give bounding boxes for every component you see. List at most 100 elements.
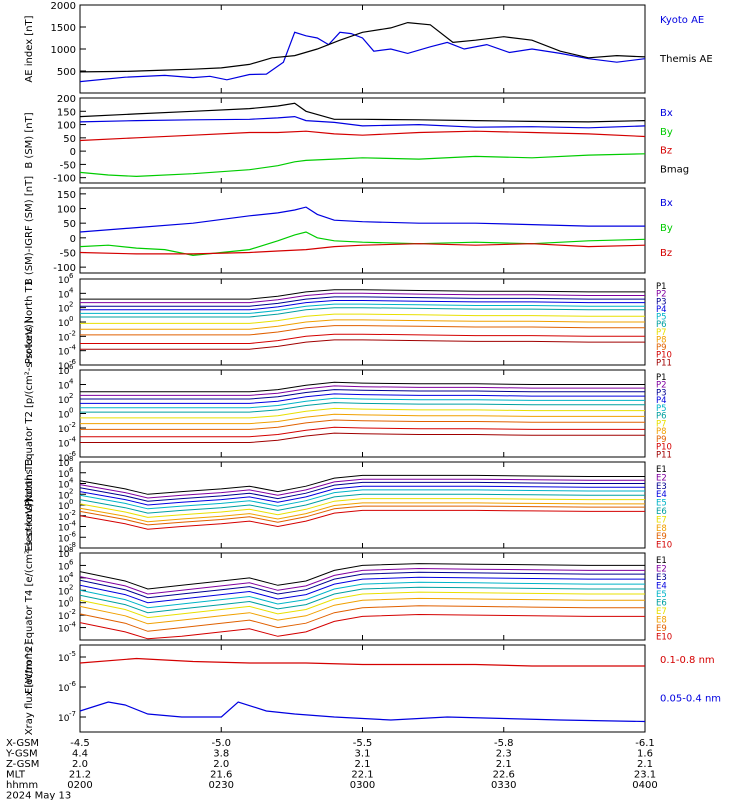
y-tick-label: -100 bbox=[53, 263, 76, 274]
legend-entry: P11 bbox=[656, 450, 672, 460]
legend-entry: E8 bbox=[656, 616, 667, 626]
y-tick-label: 1000 bbox=[51, 45, 76, 56]
y-tick-exponent: -6 bbox=[69, 450, 77, 458]
y-tick-label: 0 bbox=[70, 147, 76, 158]
x-row-value: 3.8 bbox=[213, 749, 229, 760]
x-row-value: 2.3 bbox=[496, 749, 512, 760]
x-row-label: hhmm bbox=[6, 780, 38, 791]
y-tick-exponent: -2 bbox=[69, 608, 76, 616]
legend-entry: E1 bbox=[656, 556, 667, 566]
y-tick-label: 10 bbox=[58, 654, 70, 664]
legend-entry: Kyoto AE bbox=[660, 15, 704, 26]
legend-entry: E7 bbox=[656, 515, 667, 525]
y-tick-label: 10 bbox=[58, 684, 70, 694]
x-row-label: MLT bbox=[6, 770, 26, 781]
x-row-value: 3.1 bbox=[355, 749, 371, 760]
y-tick-exponent: 0 bbox=[69, 596, 73, 604]
x-row-label: Z-GSM bbox=[6, 759, 39, 770]
channel-line-p5 bbox=[80, 397, 645, 409]
y-tick-label: 10 bbox=[58, 625, 70, 635]
y-tick-label: 10 bbox=[58, 396, 70, 406]
x-row-value: 1.6 bbox=[637, 749, 653, 760]
x-row-value: 22.6 bbox=[493, 770, 515, 781]
y-tick-label: 10 bbox=[58, 714, 70, 724]
y-axis-label: B (SM)-IGRF (SM) [nT] bbox=[24, 176, 35, 285]
channel-line-p2 bbox=[80, 292, 645, 304]
legend-entry: Themis AE bbox=[659, 54, 713, 65]
y-tick-exponent: -7 bbox=[69, 710, 76, 718]
x-row-value: 23.1 bbox=[634, 770, 656, 781]
channel-line-p4 bbox=[80, 393, 645, 404]
legend-entry: Bz bbox=[660, 146, 672, 157]
y-tick-label: 10 bbox=[58, 470, 70, 480]
channel-line-p9 bbox=[80, 325, 645, 336]
panel-bsm: -100 -50 0 50 100 150 200 B (SM) [nT] Bx By Bz Bmag bbox=[24, 94, 689, 185]
legend-entry: 0.05-0.4 nm bbox=[660, 694, 721, 705]
y-axis-label: Protons North T1 bbox=[24, 280, 35, 364]
y-tick-label: 10 bbox=[58, 290, 70, 300]
channel-line-e7 bbox=[79, 498, 645, 518]
y-tick-label: 50 bbox=[63, 134, 76, 145]
x-row-value: 0200 bbox=[67, 780, 92, 791]
y-tick-exponent: 4 bbox=[69, 571, 74, 579]
legend-entry: E5 bbox=[656, 590, 667, 600]
y-tick-exponent: -4 bbox=[69, 344, 77, 352]
y-tick-label: 10 bbox=[58, 454, 70, 464]
y-tick-exponent: 0 bbox=[69, 315, 73, 323]
legend-entry: E5 bbox=[656, 499, 667, 509]
y-tick-exponent: -2 bbox=[69, 421, 76, 429]
channel-line-e9 bbox=[79, 505, 645, 526]
legend-entry: E1 bbox=[656, 465, 667, 475]
legend-entry: P7 bbox=[656, 328, 667, 338]
x-row-value: 4.4 bbox=[72, 749, 88, 760]
legend-entry: E2 bbox=[656, 565, 667, 575]
y-tick-label: 0 bbox=[70, 234, 76, 245]
x-row-value: -4.5 bbox=[70, 738, 90, 749]
x-row-value: 21.2 bbox=[69, 770, 91, 781]
channel-line-p8 bbox=[80, 413, 645, 425]
legend-entry: P6 bbox=[656, 320, 667, 330]
y-tick-label: 10 bbox=[58, 319, 70, 329]
y-tick-label: 100 bbox=[57, 205, 76, 216]
legend-entry: P3 bbox=[656, 388, 667, 398]
legend-entry: E3 bbox=[656, 573, 667, 583]
y-tick-exponent: 6 bbox=[69, 466, 74, 474]
channel-line-p6 bbox=[80, 307, 645, 318]
y-tick-label: 10 bbox=[58, 600, 70, 610]
y-tick-label: -50 bbox=[60, 160, 76, 171]
y-tick-exponent: -4 bbox=[69, 436, 77, 444]
channel-line-p9 bbox=[80, 419, 645, 430]
series-line-bx bbox=[79, 206, 645, 233]
y-tick-exponent: 6 bbox=[69, 363, 74, 371]
series-line-kyoto-ae bbox=[79, 31, 646, 83]
legend-entry: P3 bbox=[656, 297, 667, 307]
x-row-value: 2.1 bbox=[355, 759, 371, 770]
channel-line-p5 bbox=[80, 303, 645, 314]
channel-line-e3 bbox=[79, 571, 645, 599]
y-tick-label: 10 bbox=[58, 411, 70, 421]
y-tick-exponent: 0 bbox=[69, 407, 73, 415]
y-tick-exponent: 2 bbox=[69, 583, 73, 591]
panel-frame bbox=[79, 97, 646, 184]
y-tick-label: 10 bbox=[58, 481, 70, 491]
y-tick-exponent: 2 bbox=[69, 487, 73, 495]
series-line-0-1-0-8-nm bbox=[79, 657, 645, 667]
legend-entry: E8 bbox=[656, 524, 667, 534]
legend-entry: P9 bbox=[656, 343, 667, 353]
y-tick-label: 10 bbox=[58, 367, 70, 377]
channel-line-e5 bbox=[79, 581, 645, 609]
y-tick-exponent: -6 bbox=[69, 530, 77, 538]
y-tick-label: 10 bbox=[58, 348, 70, 358]
y-tick-exponent: 2 bbox=[69, 392, 73, 400]
x-row-value: 2.0 bbox=[213, 759, 229, 770]
x-row-value: 21.6 bbox=[210, 770, 232, 781]
y-tick-exponent: 4 bbox=[69, 286, 74, 294]
x-row-value: -5.0 bbox=[211, 738, 231, 749]
y-tick-exponent: 4 bbox=[69, 477, 74, 485]
legend-entry: P10 bbox=[656, 351, 672, 361]
